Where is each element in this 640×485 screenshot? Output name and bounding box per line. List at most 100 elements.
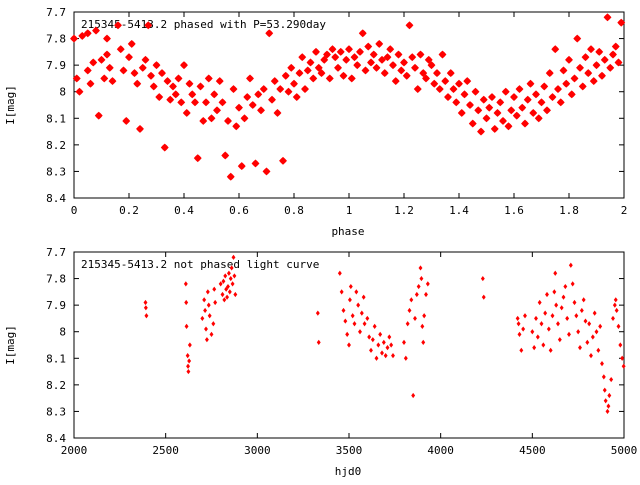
data-point: [185, 79, 194, 88]
data-point: [405, 21, 414, 30]
data-point: [394, 50, 403, 59]
data-point: [596, 347, 601, 353]
data-point: [581, 53, 590, 62]
data-point: [354, 289, 359, 295]
data-point: [212, 286, 217, 292]
x-tick-label: 0.6: [229, 204, 249, 217]
data-point: [421, 339, 426, 345]
data-point: [460, 90, 469, 99]
data-point: [369, 347, 373, 353]
data-point: [83, 29, 92, 38]
data-point: [166, 95, 175, 104]
data-point: [537, 299, 542, 306]
data-point: [209, 331, 214, 337]
chart-title: 215345-5413.2 phased with P=53.290day: [81, 18, 326, 31]
data-point: [370, 337, 375, 343]
data-point: [562, 79, 571, 88]
data-series: [143, 254, 626, 415]
data-point: [361, 294, 366, 300]
data-point: [372, 63, 381, 72]
data-point: [557, 337, 562, 343]
data-point: [114, 21, 122, 30]
x-tick-label: 4500: [519, 444, 546, 457]
data-point: [583, 318, 588, 324]
y-tick-label: 7.8: [46, 273, 66, 286]
data-point: [584, 69, 593, 78]
data-point: [199, 117, 208, 125]
data-point: [367, 334, 372, 340]
x-tick-label: 1: [346, 204, 353, 217]
data-point: [409, 297, 414, 303]
data-point: [378, 55, 386, 64]
data-point: [534, 315, 538, 322]
data-point: [316, 339, 321, 345]
data-point: [563, 283, 568, 290]
data-point: [163, 77, 172, 86]
data-point: [499, 117, 507, 125]
data-point: [270, 77, 279, 86]
data-point: [251, 159, 260, 168]
data-point: [215, 77, 224, 86]
data-point: [97, 55, 106, 64]
data-point: [517, 331, 522, 337]
data-point: [262, 167, 271, 176]
data-point: [268, 95, 276, 104]
data-point: [138, 63, 147, 72]
data-point: [387, 334, 392, 340]
data-point: [248, 101, 257, 109]
data-point: [477, 127, 485, 136]
data-point: [103, 50, 111, 59]
x-tick-label: 1.2: [394, 204, 414, 217]
data-point: [218, 281, 223, 287]
data-point: [548, 93, 557, 101]
data-point: [463, 77, 472, 86]
data-point: [449, 85, 458, 93]
data-point: [188, 90, 197, 99]
data-point: [303, 66, 312, 75]
data-point: [224, 117, 232, 125]
data-point: [317, 69, 326, 78]
y-axis-label: I[mag]: [4, 85, 17, 125]
data-point: [576, 63, 584, 72]
data-point: [609, 376, 614, 383]
data-point: [510, 93, 518, 101]
data-point: [416, 283, 421, 290]
x-tick-label: 0: [71, 204, 78, 217]
data-point: [207, 114, 216, 123]
data-point: [540, 82, 549, 91]
data-point: [364, 42, 373, 51]
data-point: [143, 299, 148, 306]
data-point: [213, 299, 218, 306]
data-point: [601, 374, 606, 380]
data-point: [551, 45, 560, 54]
data-point: [567, 331, 571, 337]
data-point: [122, 117, 131, 125]
data-point: [481, 294, 486, 300]
y-tick-label: 7.7: [46, 6, 66, 19]
data-point: [130, 69, 139, 78]
data-point: [171, 90, 180, 99]
data-point: [523, 95, 532, 104]
data-point: [246, 74, 254, 83]
data-point: [70, 34, 78, 43]
data-point: [545, 69, 554, 78]
data-point: [359, 310, 364, 316]
data-point: [420, 323, 425, 329]
data-point: [279, 156, 287, 165]
data-point: [537, 98, 546, 107]
data-point: [127, 39, 136, 48]
data-point: [177, 98, 186, 107]
x-axis-label: hjd0: [335, 465, 362, 478]
data-point: [556, 321, 560, 327]
data-point: [343, 318, 348, 324]
data-point: [152, 61, 161, 70]
data-point: [230, 281, 235, 287]
data-point: [204, 326, 208, 332]
data-point: [378, 331, 383, 337]
data-point: [158, 69, 166, 78]
data-point: [385, 345, 390, 351]
data-point: [119, 66, 128, 75]
x-tick-label: 0.2: [119, 204, 139, 217]
data-point: [407, 307, 412, 314]
